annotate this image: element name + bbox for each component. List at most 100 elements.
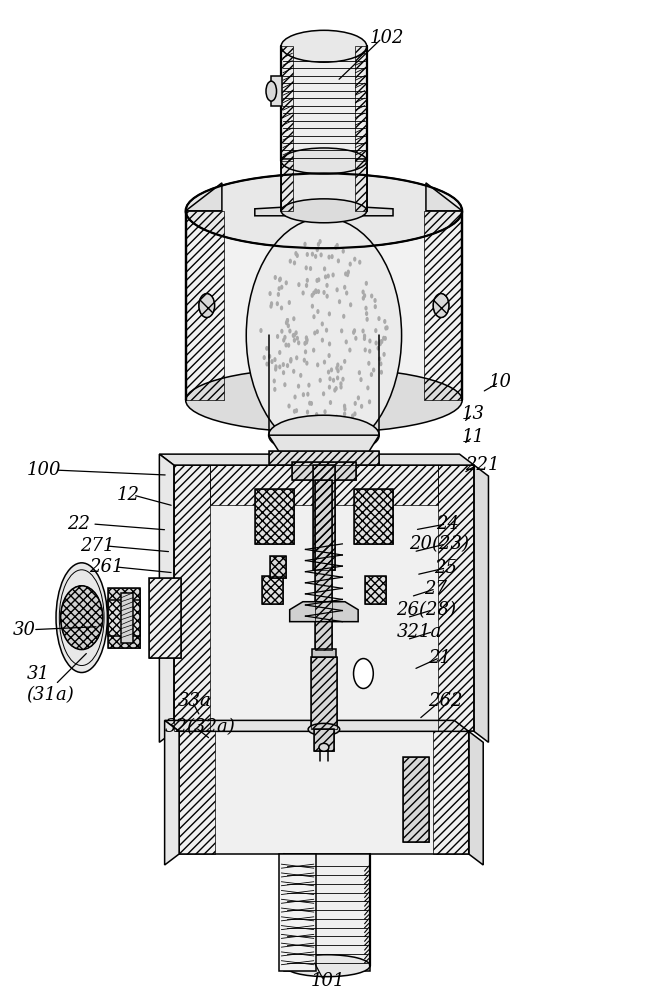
Circle shape	[349, 302, 352, 307]
Circle shape	[278, 277, 282, 282]
Circle shape	[348, 348, 352, 353]
Circle shape	[348, 417, 352, 422]
Circle shape	[313, 331, 317, 336]
Bar	[271, 76, 282, 106]
Circle shape	[339, 381, 342, 386]
Circle shape	[323, 266, 327, 271]
Circle shape	[343, 411, 346, 416]
Circle shape	[321, 321, 324, 326]
Bar	[311, 657, 337, 729]
Circle shape	[273, 357, 276, 362]
Circle shape	[345, 419, 348, 424]
Circle shape	[328, 385, 331, 390]
Circle shape	[329, 376, 332, 381]
Circle shape	[317, 422, 321, 427]
Circle shape	[316, 362, 319, 367]
Circle shape	[338, 299, 341, 304]
Circle shape	[342, 314, 346, 319]
Circle shape	[380, 339, 383, 344]
Bar	[210, 465, 438, 505]
Bar	[432, 731, 469, 854]
Bar	[210, 465, 438, 505]
Circle shape	[346, 270, 350, 275]
Text: 13: 13	[462, 405, 485, 423]
Ellipse shape	[186, 173, 462, 248]
Circle shape	[365, 281, 368, 286]
Circle shape	[292, 316, 295, 321]
Circle shape	[360, 404, 364, 409]
Circle shape	[314, 254, 317, 259]
Circle shape	[295, 253, 299, 258]
Circle shape	[274, 275, 277, 280]
Circle shape	[379, 341, 382, 346]
Circle shape	[327, 424, 330, 429]
Bar	[174, 465, 474, 731]
Circle shape	[352, 330, 356, 335]
Bar	[315, 480, 332, 650]
Circle shape	[285, 280, 288, 285]
Circle shape	[330, 367, 333, 372]
Circle shape	[61, 586, 102, 650]
Circle shape	[363, 336, 366, 341]
Circle shape	[270, 359, 274, 364]
Circle shape	[354, 336, 358, 341]
Circle shape	[334, 245, 338, 250]
Bar	[403, 757, 429, 842]
Circle shape	[277, 292, 280, 297]
Text: 10: 10	[488, 373, 512, 391]
Circle shape	[357, 395, 360, 400]
Text: 21: 21	[428, 649, 451, 667]
Circle shape	[366, 385, 369, 390]
Circle shape	[287, 323, 290, 328]
Text: 26(28): 26(28)	[397, 601, 456, 619]
Circle shape	[336, 368, 340, 373]
Text: 100: 100	[26, 461, 61, 479]
Circle shape	[309, 266, 312, 271]
Circle shape	[293, 338, 296, 343]
Circle shape	[317, 242, 320, 247]
Circle shape	[358, 370, 361, 375]
Circle shape	[305, 340, 308, 345]
Bar	[365, 576, 386, 604]
Circle shape	[265, 346, 268, 351]
Polygon shape	[159, 454, 174, 742]
Circle shape	[276, 334, 279, 339]
Circle shape	[280, 285, 284, 290]
Circle shape	[307, 420, 310, 425]
Bar	[174, 465, 210, 731]
Text: 221: 221	[465, 456, 500, 474]
Circle shape	[284, 343, 288, 348]
Circle shape	[311, 293, 314, 298]
Text: 32(32a): 32(32a)	[165, 718, 235, 736]
Bar	[254, 489, 294, 544]
Circle shape	[294, 330, 297, 335]
Ellipse shape	[186, 368, 462, 433]
Circle shape	[325, 294, 329, 299]
Bar	[354, 489, 393, 544]
Circle shape	[340, 328, 343, 333]
Circle shape	[379, 361, 383, 366]
Bar	[432, 731, 469, 854]
Text: 102: 102	[370, 29, 405, 47]
Circle shape	[379, 370, 383, 375]
Circle shape	[383, 319, 387, 324]
Ellipse shape	[284, 955, 370, 977]
Circle shape	[305, 335, 308, 340]
Bar	[121, 593, 133, 643]
Circle shape	[332, 378, 335, 383]
Circle shape	[247, 218, 402, 453]
Circle shape	[321, 338, 324, 343]
Circle shape	[304, 349, 307, 354]
Circle shape	[373, 304, 377, 309]
Circle shape	[283, 382, 286, 387]
Circle shape	[276, 301, 279, 306]
Polygon shape	[186, 183, 222, 211]
Circle shape	[327, 255, 330, 260]
Circle shape	[329, 400, 332, 405]
Circle shape	[316, 329, 319, 334]
Bar	[424, 211, 462, 400]
Circle shape	[286, 318, 289, 323]
Circle shape	[266, 362, 268, 367]
Circle shape	[373, 298, 377, 303]
Ellipse shape	[266, 81, 276, 101]
